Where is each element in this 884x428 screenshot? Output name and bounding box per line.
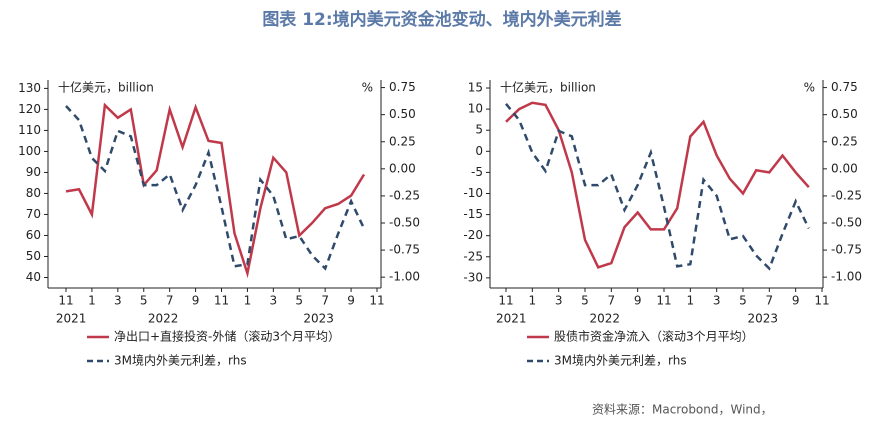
legend-label: 净出口+直接投资-外储（滚动3个月平均） [114, 329, 340, 344]
y2-tick-label: -0.50 [831, 216, 862, 230]
x-tick-label: 5 [581, 294, 589, 308]
y2-tick-label: 0.75 [389, 80, 416, 94]
x-tick-label: 5 [739, 294, 747, 308]
y-tick-label: -10 [463, 186, 483, 200]
series-line [65, 105, 366, 271]
y-tick-label: 0 [475, 144, 483, 158]
series-line [65, 102, 366, 279]
y-tick-label: -25 [463, 249, 483, 263]
x-tick-label: 11 [656, 294, 671, 308]
x-tick-label: 11 [369, 294, 384, 308]
x-tick-label: 11 [214, 294, 229, 308]
x-tick-label: 5 [295, 294, 303, 308]
page-title: 图表 12:境内美元资金池变动、境内外美元利差 [262, 9, 621, 30]
y-axis-label: 十亿美元，billion [500, 80, 596, 95]
legend-label: 3M境内外美元利差，rhs [554, 353, 687, 368]
y2-tick-label: 0.50 [831, 107, 858, 121]
x-tick-label: 7 [321, 294, 329, 308]
y2-tick-label: -0.25 [831, 188, 862, 202]
y-tick-label: -15 [463, 207, 483, 221]
x-tick-label: 5 [140, 294, 148, 308]
x-tick-label: 9 [347, 294, 355, 308]
y2-tick-label: 0.50 [389, 107, 416, 121]
x-tick-label: 1 [529, 294, 537, 308]
source: 资料来源：Macrobond，Wind， [592, 403, 773, 417]
x-tick-label: 1 [687, 294, 695, 308]
x-tick-label: 11 [814, 294, 829, 308]
legend-label: 3M境内外美元利差，rhs [114, 353, 247, 368]
x-tick-label: 7 [766, 294, 774, 308]
y2-tick-label: -1.00 [389, 270, 420, 284]
y-tick-label: -30 [463, 270, 483, 284]
y2-tick-label: -1.00 [831, 270, 862, 284]
x-tick-label: 11 [498, 294, 513, 308]
x-tick-label: 1 [244, 294, 252, 308]
y2-tick-label: -0.25 [389, 188, 420, 202]
year-label: 2021 [56, 312, 87, 326]
y2-tick-label: -0.50 [389, 216, 420, 230]
y-tick-label: 100 [18, 144, 41, 158]
y-tick-label: -20 [463, 228, 483, 242]
y-tick-label: 40 [26, 270, 41, 284]
x-tick-label: 3 [270, 294, 278, 308]
x-tick-label: 7 [166, 294, 174, 308]
year-label: 2022 [148, 312, 179, 326]
x-tick-label: 9 [792, 294, 800, 308]
y-tick-label: 130 [18, 81, 41, 95]
y-axis-label: 十亿美元，billion [58, 80, 154, 95]
year-label: 2021 [496, 312, 527, 326]
y-tick-label: -5 [471, 165, 483, 179]
y-tick-label: 10 [468, 102, 483, 116]
y-tick-label: 15 [468, 81, 483, 95]
y2-tick-label: -0.75 [831, 243, 862, 257]
x-tick-label: 3 [555, 294, 563, 308]
y2-axis-label: % [362, 81, 373, 95]
y-tick-label: 80 [26, 186, 41, 200]
y2-tick-label: 0.00 [831, 161, 858, 175]
x-tick-label: 9 [192, 294, 200, 308]
y2-tick-label: 0.25 [389, 134, 416, 148]
y-tick-label: 110 [18, 123, 41, 137]
x-tick-label: 1 [88, 294, 96, 308]
y-tick-label: 5 [475, 123, 483, 137]
series-line [505, 101, 810, 269]
series-line [505, 103, 810, 271]
x-tick-label: 11 [58, 294, 73, 308]
x-tick-label: 3 [114, 294, 122, 308]
y-tick-label: 60 [26, 228, 41, 242]
y2-tick-label: -0.75 [389, 243, 420, 257]
y-tick-label: 70 [26, 207, 41, 221]
x-tick-label: 3 [713, 294, 721, 308]
year-label: 2023 [747, 312, 778, 326]
x-tick-label: 7 [608, 294, 616, 308]
year-label: 2022 [589, 312, 620, 326]
y-tick-label: 120 [18, 102, 41, 116]
y-tick-label: 90 [26, 165, 41, 179]
y2-tick-label: 0.25 [831, 134, 858, 148]
x-tick-label: 9 [634, 294, 642, 308]
year-label: 2023 [303, 312, 334, 326]
legend-label: 股债市资金净流入（滚动3个月平均） [554, 329, 754, 344]
y2-axis-label: % [804, 81, 815, 95]
y-tick-label: 50 [26, 249, 41, 263]
y2-tick-label: 0.75 [831, 80, 858, 94]
y2-tick-label: 0.00 [389, 161, 416, 175]
